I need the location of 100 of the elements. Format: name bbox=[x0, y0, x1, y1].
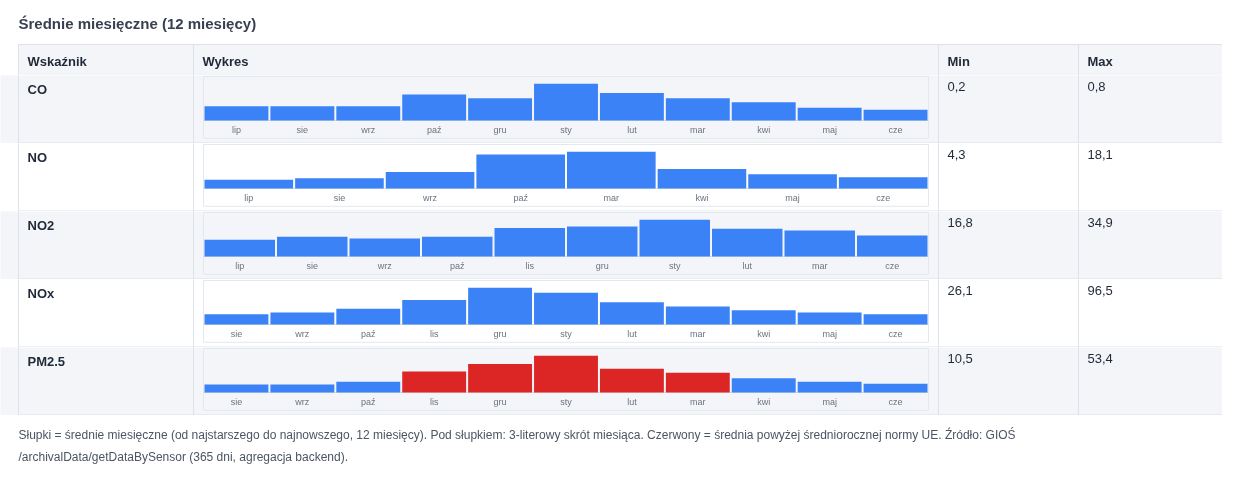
bar bbox=[665, 98, 730, 121]
text: Wykres bbox=[202, 53, 249, 69]
y-axis-title: PM2.5 bbox=[27, 353, 66, 369]
bar bbox=[731, 378, 796, 393]
bar bbox=[599, 368, 664, 393]
x-tick-label: lis bbox=[429, 396, 439, 407]
x-tick-label: sty bbox=[560, 396, 573, 407]
x-tick-label: sty bbox=[560, 328, 573, 339]
text: Wskaźnik bbox=[27, 53, 88, 69]
text: Słupki = średnie miesięczne (od najstarszego do najnowszego, 12 miesięcy). Pod słupkiem: 3-literowy skrót miesiąca. Czerwony = średnia powyżej średniorocznej normy UE. Źródło: GIOŚ /archivalData/getDataBySensor (365 dni, agregacja backend). bbox=[18, 426, 1016, 464]
x-tick-label: paź bbox=[513, 192, 529, 203]
text: 4,3 bbox=[947, 146, 966, 162]
x-tick-label: wrz bbox=[422, 192, 438, 203]
x-tick-label: cze bbox=[885, 260, 900, 271]
x-tick-label: gru bbox=[493, 124, 507, 135]
bar bbox=[731, 102, 796, 121]
x-tick-label: sie bbox=[306, 260, 319, 271]
bar bbox=[639, 219, 710, 257]
x-tick-label: maj bbox=[785, 192, 800, 203]
bar bbox=[204, 179, 294, 189]
x-tick-label: lis bbox=[429, 328, 439, 339]
bar bbox=[468, 287, 533, 325]
x-tick-label: paź bbox=[449, 260, 466, 271]
text: Max bbox=[1087, 53, 1114, 69]
x-tick-label: paź bbox=[361, 396, 377, 407]
x-tick-label: wrz bbox=[294, 328, 310, 339]
bar bbox=[665, 372, 730, 393]
x-tick-label: maj bbox=[822, 328, 837, 339]
x-tick-label: lut bbox=[627, 396, 638, 407]
bar bbox=[270, 384, 335, 393]
x-tick-label: maj bbox=[822, 124, 837, 135]
bar bbox=[468, 363, 533, 393]
x-tick-label: sty bbox=[669, 260, 681, 271]
bar bbox=[402, 371, 467, 393]
x-tick-label: lut bbox=[742, 260, 753, 271]
bar bbox=[476, 154, 565, 189]
text: 53,4 bbox=[1087, 350, 1113, 366]
bar bbox=[863, 383, 928, 393]
bar bbox=[336, 308, 401, 325]
bar bbox=[349, 238, 420, 257]
x-tick-label: lip bbox=[244, 192, 254, 203]
bar bbox=[712, 228, 783, 257]
bar bbox=[797, 381, 862, 393]
x-tick-label: cze bbox=[888, 328, 903, 339]
text: 0,8 bbox=[1087, 78, 1106, 94]
bar bbox=[797, 312, 862, 325]
bar bbox=[204, 239, 275, 257]
x-tick-label: sty bbox=[560, 124, 573, 135]
x-tick-label: maj bbox=[822, 396, 837, 407]
x-tick-label: mar bbox=[690, 124, 706, 135]
x-tick-label: paź bbox=[361, 328, 377, 339]
text: 18,1 bbox=[1087, 146, 1113, 162]
x-tick-label: kwi bbox=[695, 192, 709, 203]
x-tick-label: gru bbox=[493, 328, 507, 339]
x-tick-label: lut bbox=[627, 328, 638, 339]
x-tick-label: gru bbox=[493, 396, 507, 407]
bar bbox=[731, 310, 796, 325]
bar bbox=[567, 151, 656, 189]
x-tick-label: sie bbox=[333, 192, 346, 203]
x-tick-label: wrz bbox=[294, 396, 310, 407]
x-tick-label: mar bbox=[812, 260, 828, 271]
x-tick-label: gru bbox=[595, 260, 609, 271]
bar bbox=[657, 169, 747, 189]
bar bbox=[863, 314, 928, 325]
bar bbox=[863, 109, 928, 121]
bar bbox=[784, 230, 855, 257]
bar bbox=[748, 174, 837, 189]
x-tick-label: sie bbox=[230, 328, 243, 339]
x-tick-label: cze bbox=[888, 396, 903, 407]
text: 26,1 bbox=[947, 282, 973, 298]
x-tick-label: paź bbox=[426, 124, 442, 135]
bar bbox=[270, 312, 335, 325]
bar bbox=[599, 302, 664, 325]
y-axis-title: NOx bbox=[27, 285, 55, 301]
bar bbox=[838, 177, 928, 189]
x-tick-label: sie bbox=[296, 124, 309, 135]
bar bbox=[534, 83, 598, 121]
bar bbox=[665, 306, 730, 325]
x-tick-label: wrz bbox=[376, 260, 393, 271]
text: Średnie miesięczne (12 miesięcy) bbox=[18, 14, 257, 32]
bar bbox=[422, 236, 493, 257]
text: 0,2 bbox=[947, 78, 966, 94]
x-tick-label: lip bbox=[231, 124, 241, 135]
x-tick-label: mar bbox=[603, 192, 620, 203]
bar bbox=[204, 384, 269, 393]
bar bbox=[402, 94, 467, 121]
x-tick-label: mar bbox=[690, 396, 706, 407]
bar bbox=[534, 355, 598, 393]
x-tick-label: mar bbox=[690, 328, 706, 339]
text: 10,5 bbox=[947, 350, 973, 366]
text: 16,8 bbox=[947, 214, 973, 230]
bar bbox=[534, 292, 598, 325]
x-tick-label: lip bbox=[235, 260, 245, 271]
x-tick-label: cze bbox=[876, 192, 891, 203]
x-tick-label: kwi bbox=[757, 396, 771, 407]
bar bbox=[402, 299, 467, 325]
text: Min bbox=[947, 53, 970, 69]
bar bbox=[336, 381, 401, 393]
y-axis-title: NO2 bbox=[27, 217, 55, 233]
x-tick-label: kwi bbox=[757, 124, 771, 135]
